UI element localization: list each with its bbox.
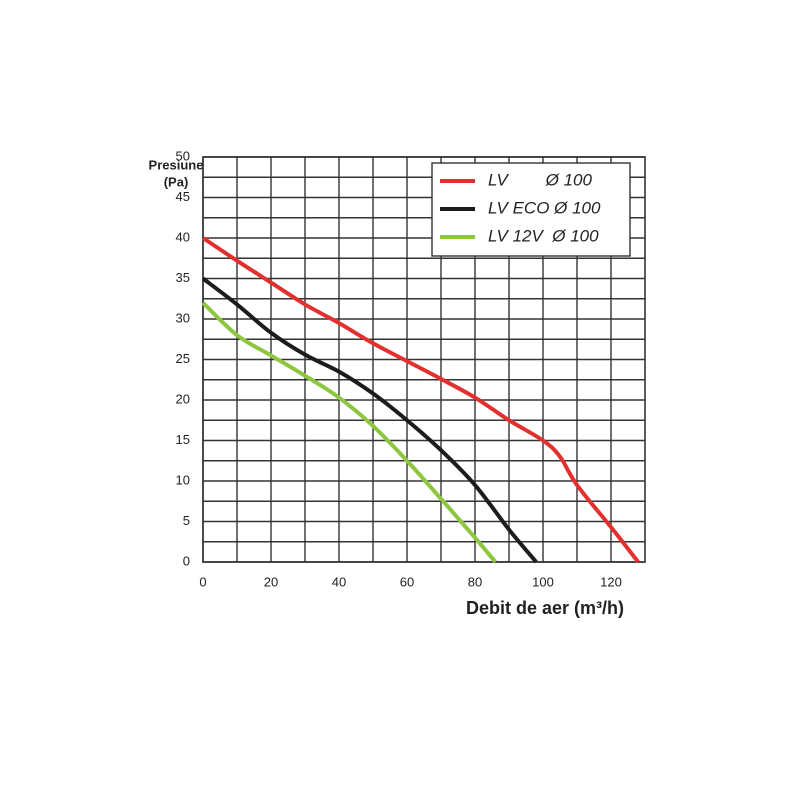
legend-label: LV ECO Ø 100 <box>488 198 601 217</box>
x-tick-label: 0 <box>199 574 206 589</box>
legend-label: LV Ø 100 <box>488 170 592 189</box>
legend-label: LV 12V Ø 100 <box>488 226 599 245</box>
y-tick-label: 45 <box>176 189 190 204</box>
plot-frame <box>202 156 646 563</box>
y-tick-label: 25 <box>176 351 190 366</box>
legend: LV Ø 100 LV ECO Ø 100 LV 12V Ø 100 <box>431 162 631 257</box>
x-tick-label: 20 <box>264 574 278 589</box>
y-tick-label: 35 <box>176 270 190 285</box>
x-tick-label: 100 <box>532 574 554 589</box>
y-tick-label: 15 <box>176 432 190 447</box>
y-tick-label: 0 <box>183 553 190 568</box>
y-axis-unit: (Pa) <box>164 174 189 189</box>
x-tick-label: 60 <box>400 574 414 589</box>
y-tick-label: 10 <box>176 472 190 487</box>
y-tick-label: 20 <box>176 391 190 406</box>
y-axis-label: Presiune <box>149 157 204 172</box>
y-tick-label: 30 <box>176 310 190 325</box>
series-line <box>201 276 538 564</box>
x-tick-label: 120 <box>600 574 622 589</box>
x-tick-label: 40 <box>332 574 346 589</box>
x-tick-label: 80 <box>468 574 482 589</box>
x-axis-label: Debit de aer (m³/h) <box>466 598 624 618</box>
series-line <box>201 301 497 564</box>
series-line <box>201 236 640 564</box>
y-tick-label: 5 <box>183 513 190 528</box>
y-tick-label: 50 <box>176 148 190 163</box>
y-tick-label: 40 <box>176 229 190 244</box>
